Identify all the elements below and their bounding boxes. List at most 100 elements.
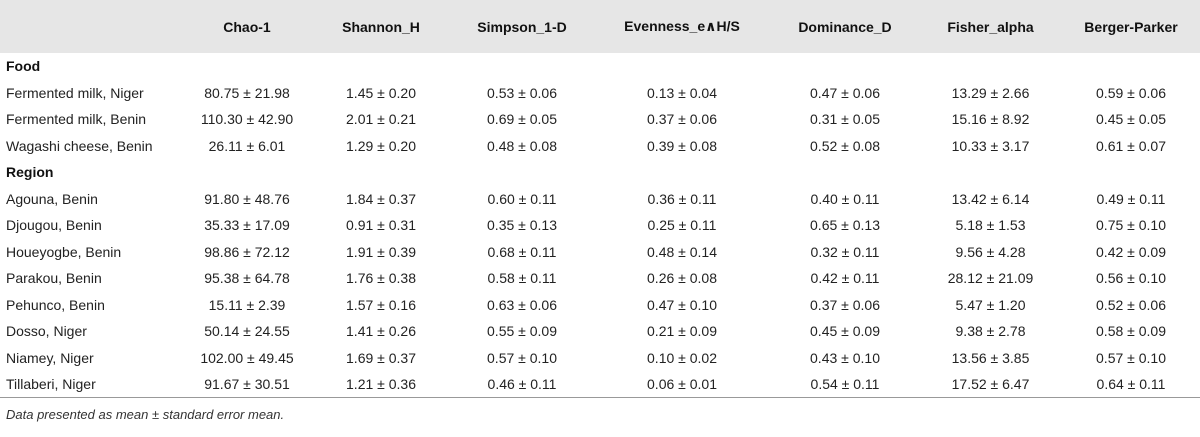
table-cell: 0.58 ± 0.09 <box>1096 323 1166 340</box>
header-row: Chao-1 Shannon_H Simpson_1-D Evenness_e∧… <box>0 0 1200 53</box>
table-cell: 50.14 ± 24.55 <box>204 323 290 340</box>
table-cell: 0.47 ± 0.10 <box>647 296 717 313</box>
table-cell: 26.11 ± 6.01 <box>208 137 286 154</box>
table-cell: 0.43 ± 0.10 <box>810 349 880 366</box>
table-row: Fermented milk, Benin 110.30 ± 42.90 2.01 … <box>0 106 1200 133</box>
table-cell: 0.40 ± 0.11 <box>810 190 880 207</box>
table-cell: 110.30 ± 42.90 <box>200 111 294 128</box>
table-row: Dosso, Niger 50.14 ± 24.55 1.41 ± 0.26 0.55… <box>0 318 1200 345</box>
table-cell: 91.67 ± 30.51 <box>183 371 311 398</box>
row-label: Tillaberi, Niger <box>0 371 183 398</box>
table-cell: 15.16 ± 8.92 <box>951 111 1030 128</box>
section-title: Region <box>6 164 54 181</box>
table-cell: 0.59 ± 0.06 <box>1096 84 1166 101</box>
table-cell: 0.31 ± 0.05 <box>810 111 880 128</box>
table-footnote: Data presented as mean ± standard error … <box>6 407 285 422</box>
table-cell: 0.37 ± 0.06 <box>647 111 717 128</box>
table-row: Fermented milk, Niger 80.75 ± 21.98 1.45 ±… <box>0 80 1200 107</box>
table-cell: 0.58 ± 0.11 <box>487 270 557 287</box>
table-cell: 0.06 ± 0.01 <box>593 371 771 398</box>
table-row: Djougou, Benin 35.33 ± 17.09 0.91 ± 0.31 0.… <box>0 212 1200 239</box>
section-row: Region <box>0 159 1200 186</box>
table-cell: 0.91 ± 0.31 <box>346 217 416 234</box>
table-cell: 13.42 ± 6.14 <box>951 190 1030 207</box>
table-cell: 0.49 ± 0.11 <box>1096 190 1166 207</box>
table-cell: 13.29 ± 2.66 <box>951 84 1030 101</box>
diversity-index-table: Chao-1 Shannon_H Simpson_1-D Evenness_e∧… <box>0 0 1200 398</box>
table-cell: 1.76 ± 0.38 <box>346 270 416 287</box>
table-cell: 0.47 ± 0.06 <box>810 84 880 101</box>
table-cell: 0.53 ± 0.06 <box>487 84 557 101</box>
table-cell: 0.54 ± 0.11 <box>771 371 919 398</box>
row-label: Fermented milk, Niger <box>6 84 144 101</box>
row-label: Fermented milk, Benin <box>6 111 147 128</box>
table-cell: 0.68 ± 0.11 <box>487 243 557 260</box>
table-cell: 0.55 ± 0.09 <box>487 323 557 340</box>
table-cell: 0.13 ± 0.04 <box>647 84 717 101</box>
table-cell: 13.56 ± 3.85 <box>951 349 1030 366</box>
table-cell: 17.52 ± 6.47 <box>919 371 1062 398</box>
section-title: Food <box>6 58 41 75</box>
table-cell: 0.45 ± 0.05 <box>1096 111 1166 128</box>
table-cell: 0.32 ± 0.11 <box>810 243 880 260</box>
row-label: Djougou, Benin <box>6 217 102 234</box>
header-cell-fisher: Fisher_alpha <box>947 18 1034 35</box>
table-cell: 28.12 ± 21.09 <box>947 270 1034 287</box>
table-cell: 9.56 ± 4.28 <box>955 243 1026 260</box>
table-cell: 1.21 ± 0.36 <box>311 371 451 398</box>
table-cell: 80.75 ± 21.98 <box>204 84 290 101</box>
table-cell: 0.10 ± 0.02 <box>647 349 717 366</box>
table-cell: 1.57 ± 0.16 <box>346 296 416 313</box>
row-label: Agouna, Benin <box>6 190 98 207</box>
table-cell: 0.21 ± 0.09 <box>647 323 717 340</box>
table-cell: 1.29 ± 0.20 <box>346 137 416 154</box>
table-cell: 0.52 ± 0.06 <box>1096 296 1166 313</box>
table-cell: 0.42 ± 0.11 <box>810 270 880 287</box>
table-cell: 0.48 ± 0.08 <box>487 137 557 154</box>
table-cell: 5.47 ± 1.20 <box>955 296 1026 313</box>
table-row: Tillaberi, Niger 91.67 ± 30.51 1.21 ± 0.36… <box>0 371 1200 398</box>
table-cell: 0.26 ± 0.08 <box>647 270 717 287</box>
header-cell-chao1: Chao-1 <box>223 18 271 35</box>
header-cell-evenness: Evenness_e∧H/S <box>624 18 740 34</box>
table-row: Niamey, Niger 102.00 ± 49.45 1.69 ± 0.37 0.… <box>0 345 1200 372</box>
table-cell: 0.60 ± 0.11 <box>487 190 557 207</box>
table-body: Food Fermented milk, Niger 80.75 ± 21.98 1.… <box>0 53 1200 398</box>
table-cell: 0.42 ± 0.09 <box>1096 243 1166 260</box>
row-label: Pehunco, Benin <box>6 296 105 313</box>
table-cell: 0.56 ± 0.10 <box>1096 270 1166 287</box>
table-cell: 0.65 ± 0.13 <box>810 217 880 234</box>
table-cell: 0.52 ± 0.08 <box>810 137 880 154</box>
row-label: Houeyogbe, Benin <box>6 243 122 260</box>
table-cell: 0.69 ± 0.05 <box>487 111 557 128</box>
table-cell: 2.01 ± 0.21 <box>346 111 416 128</box>
table-cell: 0.48 ± 0.14 <box>647 243 717 260</box>
table-row: Houeyogbe, Benin 98.86 ± 72.12 1.91 ± 0.39… <box>0 239 1200 266</box>
table-cell: 1.84 ± 0.37 <box>346 190 416 207</box>
table-cell: 35.33 ± 17.09 <box>204 217 290 234</box>
header-cell-simpson: Simpson_1-D <box>477 18 567 35</box>
table-cell: 1.45 ± 0.20 <box>346 84 416 101</box>
row-label: Parakou, Benin <box>6 270 102 287</box>
header-cell-shannon: Shannon_H <box>342 18 420 35</box>
table-cell: 0.25 ± 0.11 <box>647 217 717 234</box>
table-cell: 9.38 ± 2.78 <box>955 323 1026 340</box>
table-cell: 91.80 ± 48.76 <box>204 190 290 207</box>
table-cell: 15.11 ± 2.39 <box>208 296 286 313</box>
table-row: Wagashi cheese, Benin 26.11 ± 6.01 1.29 ± … <box>0 133 1200 160</box>
section-row: Food <box>0 53 1200 80</box>
table-cell: 0.61 ± 0.07 <box>1096 137 1166 154</box>
table-row: Pehunco, Benin 15.11 ± 2.39 1.57 ± 0.16 0.6… <box>0 292 1200 319</box>
table-row: Agouna, Benin 91.80 ± 48.76 1.84 ± 0.37 0.6… <box>0 186 1200 213</box>
table-cell: 0.46 ± 0.11 <box>451 371 593 398</box>
table-cell: 102.00 ± 49.45 <box>200 349 294 366</box>
row-label: Dosso, Niger <box>6 323 87 340</box>
table-cell: 0.57 ± 0.10 <box>1096 349 1166 366</box>
table-cell: 5.18 ± 1.53 <box>955 217 1026 234</box>
table-cell: 0.64 ± 0.11 <box>1062 371 1200 398</box>
table-cell: 0.37 ± 0.06 <box>810 296 880 313</box>
table-cell: 0.57 ± 0.10 <box>487 349 557 366</box>
table-cell: 0.39 ± 0.08 <box>647 137 717 154</box>
row-label: Wagashi cheese, Benin <box>6 137 153 154</box>
table-cell: 10.33 ± 3.17 <box>951 137 1030 154</box>
